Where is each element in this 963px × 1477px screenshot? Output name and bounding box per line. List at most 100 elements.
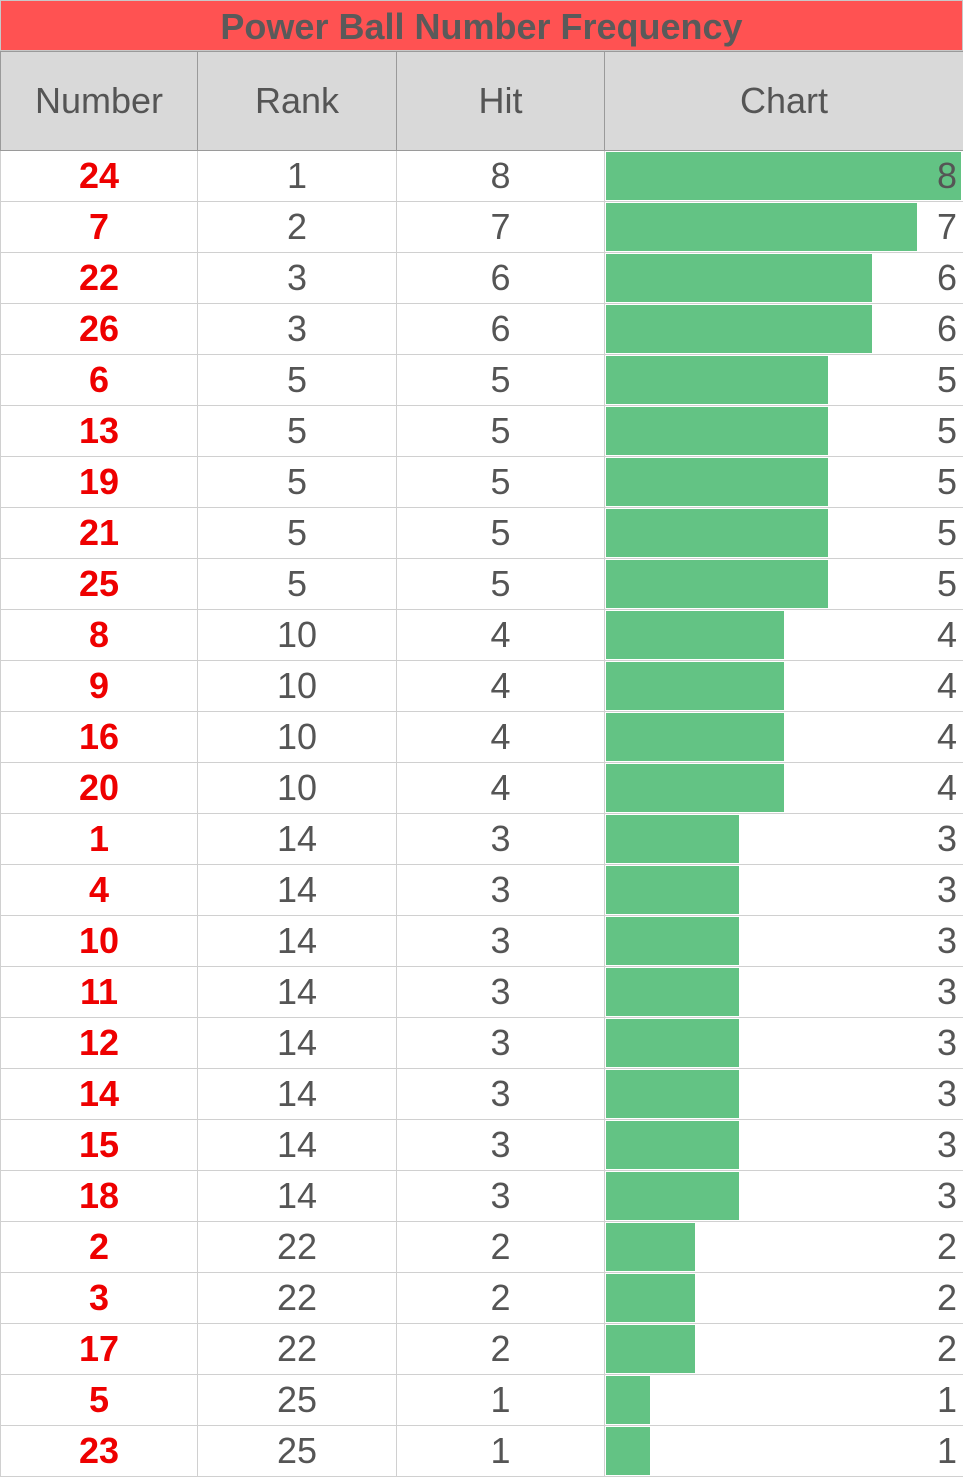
- bar-value-label: 5: [936, 461, 957, 502]
- rank-cell: 5: [197, 558, 397, 610]
- number-cell: 2: [0, 1221, 198, 1273]
- number-cell: 25: [0, 558, 198, 610]
- rank-cell: 25: [197, 1374, 397, 1426]
- data-bar: [606, 611, 784, 659]
- bar-value-label: 5: [936, 359, 957, 400]
- rank-cell: 10: [197, 711, 397, 763]
- data-bar: [606, 509, 828, 557]
- hit-cell: 1: [396, 1425, 605, 1477]
- bar-value-label: 2: [936, 1226, 957, 1267]
- bar-value-label: 6: [936, 257, 957, 298]
- table-row: 21 5 5 5: [0, 507, 963, 559]
- data-bar: [606, 1070, 739, 1118]
- hit-cell: 3: [396, 1170, 605, 1222]
- bar-value-label: 4: [936, 716, 957, 757]
- hit-cell: 3: [396, 915, 605, 967]
- number-cell: 15: [0, 1119, 198, 1171]
- number-cell: 19: [0, 456, 198, 508]
- data-bar: [606, 1223, 695, 1271]
- hit-cell: 5: [396, 558, 605, 610]
- hit-cell: 3: [396, 813, 605, 865]
- data-bar: [606, 713, 784, 761]
- bar-value-label: 3: [936, 971, 957, 1012]
- number-cell: 23: [0, 1425, 198, 1477]
- table-row: 23 25 1 1: [0, 1425, 963, 1477]
- hit-cell: 3: [396, 1068, 605, 1120]
- hit-cell: 5: [396, 507, 605, 559]
- table-row: 2 22 2 2: [0, 1221, 963, 1273]
- hit-cell: 4: [396, 660, 605, 712]
- number-cell: 13: [0, 405, 198, 457]
- header-rank: Rank: [197, 51, 397, 151]
- chart-cell: 3: [604, 915, 963, 967]
- data-bar: [606, 1274, 695, 1322]
- table-row: 11 14 3 3: [0, 966, 963, 1018]
- table-row: 24 1 8 8: [0, 150, 963, 202]
- rank-cell: 1: [197, 150, 397, 202]
- table-row: 19 5 5 5: [0, 456, 963, 508]
- bar-value-label: 3: [936, 1073, 957, 1114]
- rank-cell: 14: [197, 864, 397, 916]
- chart-cell: 2: [604, 1221, 963, 1273]
- rank-cell: 5: [197, 507, 397, 559]
- bar-value-label: 2: [936, 1328, 957, 1369]
- hit-cell: 2: [396, 1221, 605, 1273]
- number-cell: 22: [0, 252, 198, 304]
- bar-value-label: 3: [936, 1124, 957, 1165]
- data-bar: [606, 1172, 739, 1220]
- table-row: 16 10 4 4: [0, 711, 963, 763]
- hit-cell: 6: [396, 303, 605, 355]
- number-cell: 16: [0, 711, 198, 763]
- chart-cell: 3: [604, 1170, 963, 1222]
- rank-cell: 14: [197, 1017, 397, 1069]
- hit-cell: 5: [396, 456, 605, 508]
- rank-cell: 2: [197, 201, 397, 253]
- hit-cell: 2: [396, 1323, 605, 1375]
- chart-cell: 8: [604, 150, 963, 202]
- number-cell: 17: [0, 1323, 198, 1375]
- table-row: 9 10 4 4: [0, 660, 963, 712]
- chart-cell: 3: [604, 864, 963, 916]
- data-bar: [606, 1325, 695, 1373]
- header-hit: Hit: [396, 51, 605, 151]
- bar-value-label: 5: [936, 563, 957, 604]
- data-bar: [606, 968, 739, 1016]
- number-cell: 26: [0, 303, 198, 355]
- hit-cell: 8: [396, 150, 605, 202]
- rank-cell: 22: [197, 1323, 397, 1375]
- data-bar: [606, 1376, 650, 1424]
- rank-cell: 10: [197, 660, 397, 712]
- rank-cell: 5: [197, 456, 397, 508]
- data-bar: [606, 662, 784, 710]
- hit-cell: 3: [396, 1119, 605, 1171]
- number-cell: 3: [0, 1272, 198, 1324]
- rank-cell: 14: [197, 1068, 397, 1120]
- table-row: 15 14 3 3: [0, 1119, 963, 1171]
- rank-cell: 22: [197, 1221, 397, 1273]
- number-cell: 6: [0, 354, 198, 406]
- chart-cell: 2: [604, 1323, 963, 1375]
- hit-cell: 4: [396, 609, 605, 661]
- chart-cell: 3: [604, 966, 963, 1018]
- data-bar: [606, 407, 828, 455]
- data-bar: [606, 1121, 739, 1169]
- chart-cell: 3: [604, 1068, 963, 1120]
- chart-cell: 1: [604, 1374, 963, 1426]
- bar-value-label: 5: [936, 512, 957, 553]
- table-row: 12 14 3 3: [0, 1017, 963, 1069]
- data-bar: [606, 1019, 739, 1067]
- number-cell: 18: [0, 1170, 198, 1222]
- data-bar: [606, 917, 739, 965]
- chart-cell: 4: [604, 660, 963, 712]
- hit-cell: 3: [396, 1017, 605, 1069]
- chart-cell: 4: [604, 711, 963, 763]
- chart-cell: 5: [604, 405, 963, 457]
- chart-cell: 6: [604, 303, 963, 355]
- frequency-table: Number Rank Hit Chart 24 1 8 8 7 2 7 7 22 3 6 6 26 3 6…: [0, 51, 963, 1477]
- chart-cell: 5: [604, 507, 963, 559]
- number-cell: 14: [0, 1068, 198, 1120]
- number-cell: 20: [0, 762, 198, 814]
- table-row: 18 14 3 3: [0, 1170, 963, 1222]
- chart-cell: 3: [604, 1119, 963, 1171]
